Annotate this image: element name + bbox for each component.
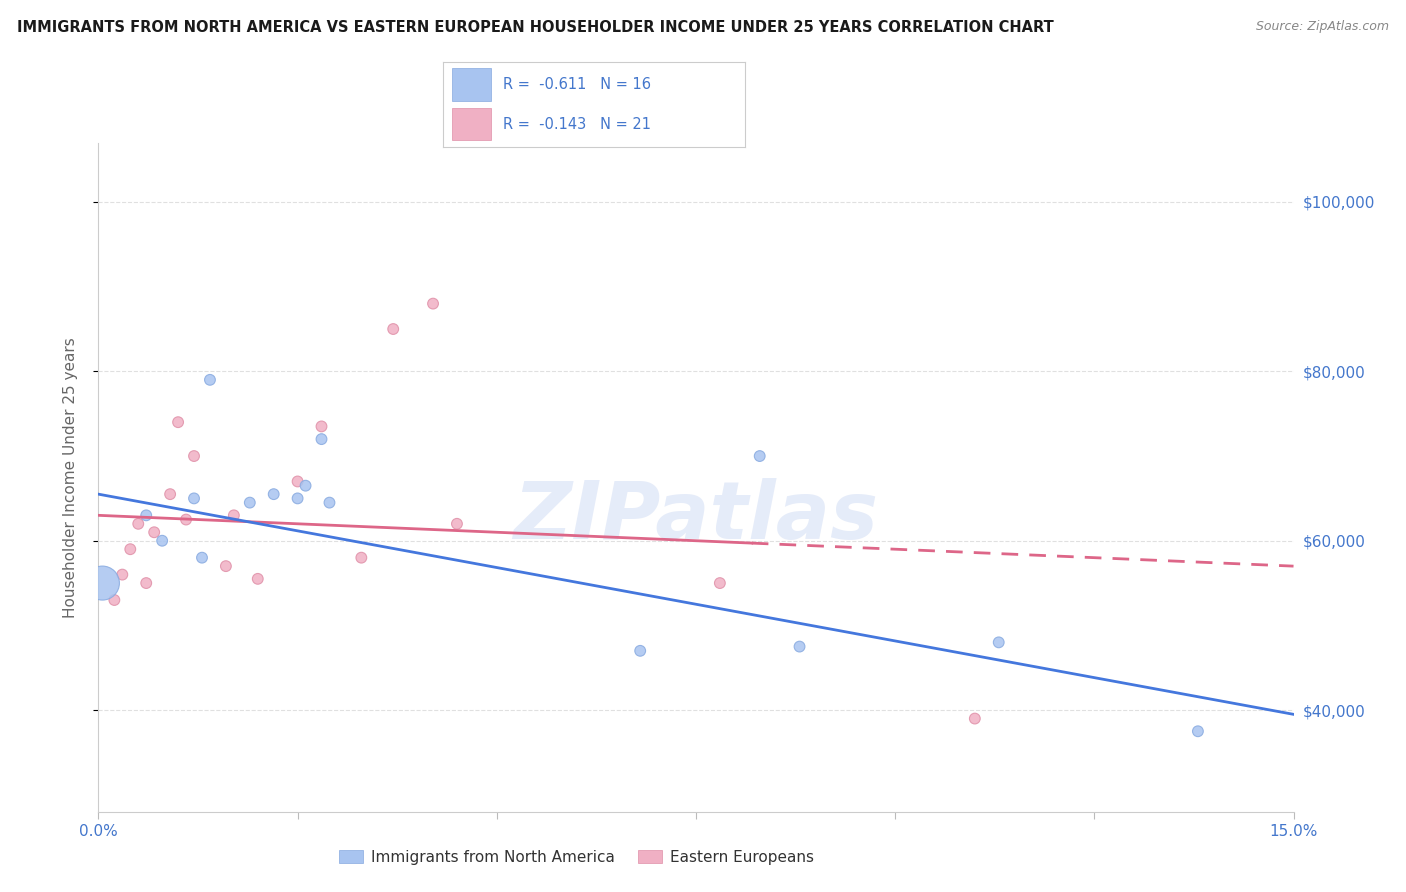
- Point: [350, 550, 373, 565]
- Point: [103, 593, 125, 607]
- Point: [318, 495, 340, 509]
- Point: [239, 495, 262, 509]
- Point: [120, 542, 142, 557]
- Point: [1187, 724, 1209, 739]
- Point: [91, 576, 114, 591]
- Point: [628, 644, 651, 658]
- Point: [789, 640, 811, 654]
- Point: [174, 512, 197, 526]
- Point: [198, 373, 221, 387]
- Point: [183, 449, 205, 463]
- Point: [382, 322, 405, 336]
- Point: [135, 508, 157, 523]
- Point: [127, 516, 149, 531]
- Point: [150, 533, 173, 548]
- Point: [709, 576, 731, 591]
- Legend: Immigrants from North America, Eastern Europeans: Immigrants from North America, Eastern E…: [333, 844, 820, 871]
- Text: Source: ZipAtlas.com: Source: ZipAtlas.com: [1256, 20, 1389, 33]
- Point: [159, 487, 181, 501]
- Point: [987, 635, 1010, 649]
- Bar: [451, 108, 491, 140]
- Point: [446, 516, 468, 531]
- Text: R =  -0.611   N = 16: R = -0.611 N = 16: [503, 78, 651, 93]
- Text: R =  -0.143   N = 21: R = -0.143 N = 21: [503, 117, 651, 132]
- Point: [963, 712, 986, 726]
- Point: [311, 432, 333, 446]
- Point: [287, 491, 309, 506]
- Text: ZIPatlas: ZIPatlas: [513, 478, 879, 557]
- Point: [311, 419, 333, 434]
- Point: [135, 576, 157, 591]
- Point: [222, 508, 245, 523]
- Point: [246, 572, 269, 586]
- Point: [422, 296, 444, 310]
- Point: [183, 491, 205, 506]
- Point: [191, 550, 214, 565]
- Point: [748, 449, 770, 463]
- Point: [294, 478, 316, 492]
- Text: IMMIGRANTS FROM NORTH AMERICA VS EASTERN EUROPEAN HOUSEHOLDER INCOME UNDER 25 YE: IMMIGRANTS FROM NORTH AMERICA VS EASTERN…: [17, 20, 1053, 35]
- Point: [215, 559, 238, 574]
- Bar: [451, 69, 491, 101]
- Y-axis label: Householder Income Under 25 years: Householder Income Under 25 years: [63, 337, 77, 617]
- Point: [111, 567, 134, 582]
- Point: [143, 525, 166, 540]
- Point: [287, 475, 309, 489]
- Point: [263, 487, 285, 501]
- Point: [167, 415, 190, 429]
